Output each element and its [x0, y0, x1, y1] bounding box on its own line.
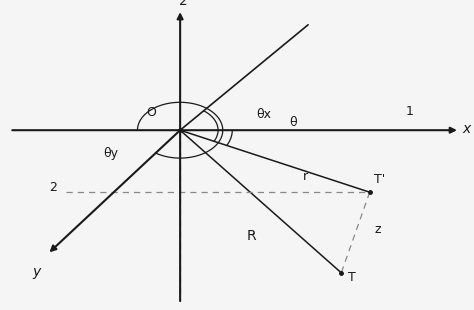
Text: θx: θx [256, 108, 271, 121]
Text: y: y [32, 265, 40, 279]
Text: θy: θy [103, 147, 118, 160]
Text: T: T [348, 271, 356, 284]
Text: x: x [462, 122, 470, 136]
Text: z: z [179, 0, 186, 8]
Text: R: R [246, 228, 256, 243]
Text: θ: θ [289, 116, 297, 129]
Text: z: z [374, 223, 381, 236]
Text: 2: 2 [49, 181, 57, 194]
Text: r: r [303, 170, 309, 183]
Text: O: O [146, 106, 156, 119]
Text: 1: 1 [405, 105, 413, 118]
Text: T': T' [374, 173, 386, 186]
